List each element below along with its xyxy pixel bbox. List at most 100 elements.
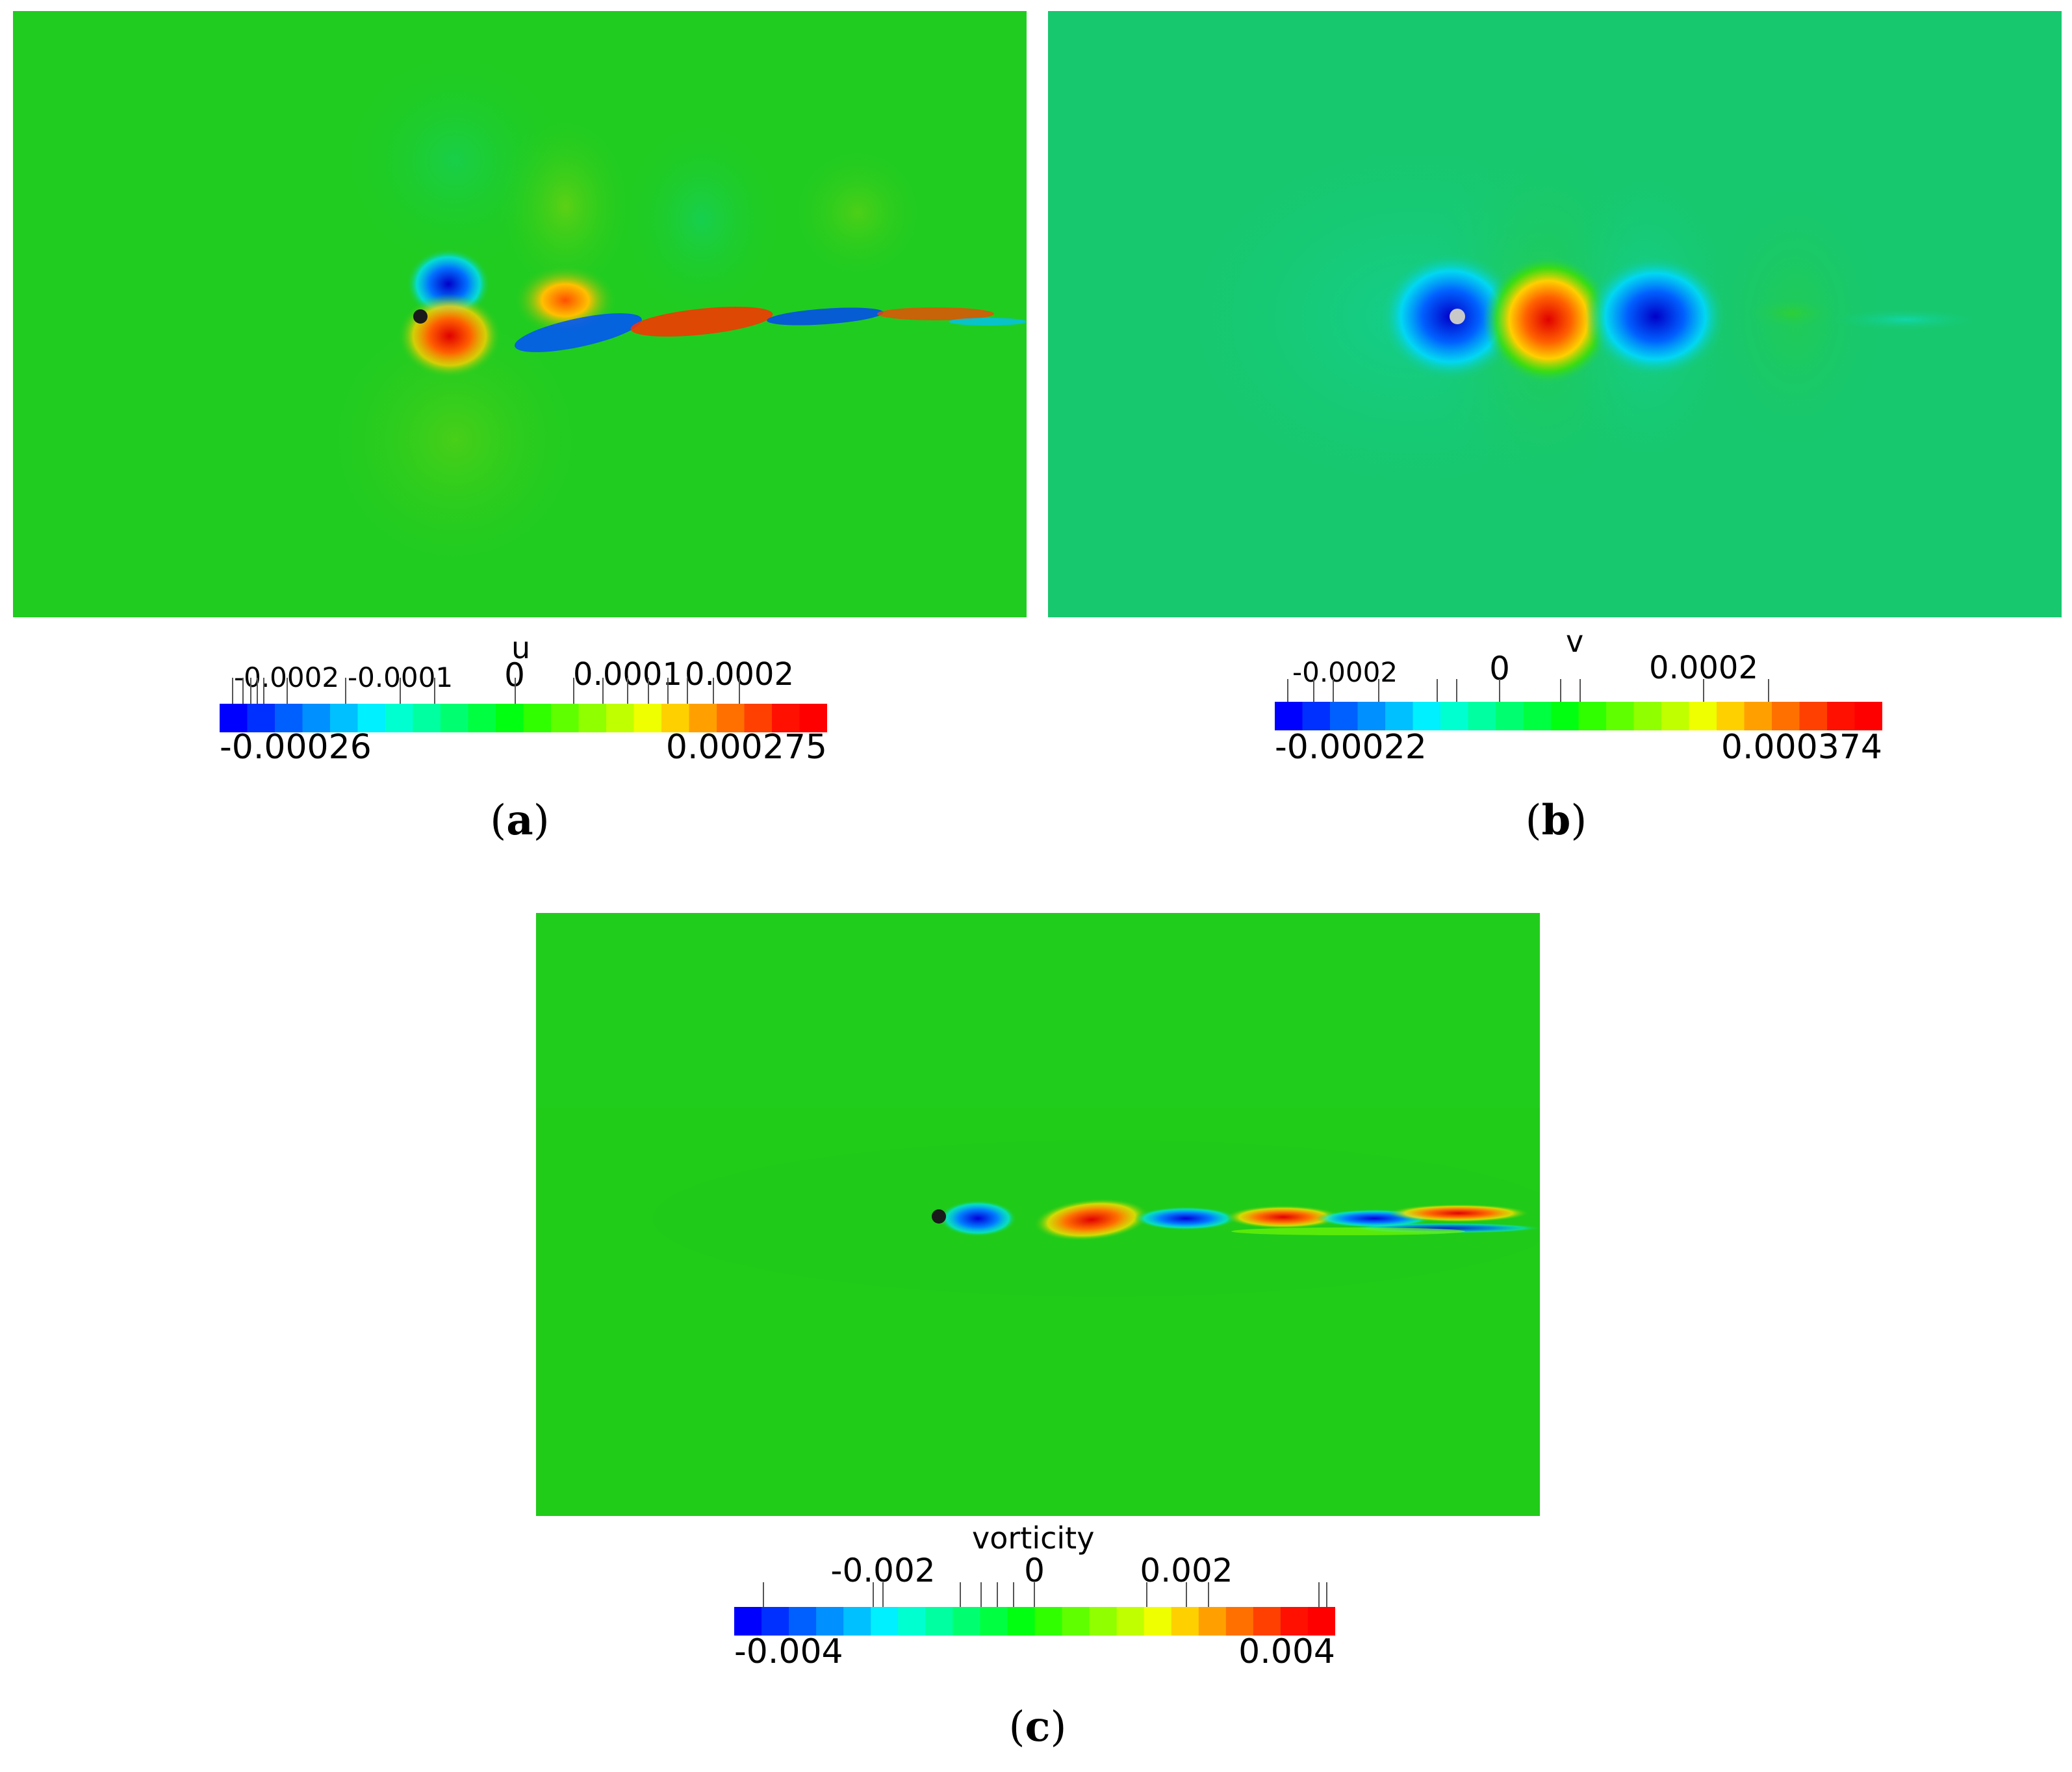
cylinder-body-marker <box>932 1209 946 1224</box>
colorbar-tick-label: -0.0002 <box>1292 656 1398 688</box>
colorbar-swatch <box>1307 1607 1335 1636</box>
colorbar-swatch <box>1116 1607 1145 1636</box>
colorbar-swatch <box>816 1607 844 1636</box>
colorbar-swatch <box>220 704 248 732</box>
colorbar-ramp <box>220 678 827 732</box>
colorbar-swatch <box>1799 702 1828 730</box>
colorbar-swatch <box>357 704 386 732</box>
colorbar-swatch <box>744 704 773 732</box>
colorbar-title: v <box>1566 624 1584 659</box>
colorbar-tickmarks <box>763 1582 1327 1607</box>
colorbar-swatch <box>661 704 690 732</box>
colorbar-swatch <box>1578 702 1607 730</box>
colorbar-swatch <box>578 704 607 732</box>
colorbar-swatch <box>953 1607 981 1636</box>
panel-letter: a <box>506 796 533 845</box>
colorbar-vorticity: vorticity -0.002 0 0.002 -0.004 0.004 <box>734 1521 1335 1671</box>
colorbar-swatch <box>1633 702 1662 730</box>
colorbar-swatch <box>275 704 303 732</box>
colorbar-swatch <box>1198 1607 1227 1636</box>
colorbar-swatch <box>772 704 800 732</box>
colorbar-swatch <box>1302 702 1331 730</box>
colorbar-swatch <box>1689 702 1717 730</box>
colorbar-v: v -0.0002 0 0.0002 -0.00022 0.000374 <box>1275 624 1882 767</box>
colorbar-swatch <box>633 704 662 732</box>
colorbar-swatch <box>1523 702 1552 730</box>
colorbar-u: u -0.0002 -0.0001 0 0.0001 0.0002 -0.000… <box>220 630 827 767</box>
colorbar-swatch <box>871 1607 899 1636</box>
colorbar-min-label: -0.00026 <box>220 728 372 767</box>
colorbar-ramp <box>1275 679 1882 730</box>
cylinder-body-marker <box>413 309 428 324</box>
colorbar-swatch <box>1171 1607 1199 1636</box>
panel-caption: (c) <box>1008 1702 1067 1751</box>
colorbar-swatch <box>1606 702 1635 730</box>
colorbar-swatch <box>1496 702 1524 730</box>
colorbar-swatch <box>551 704 580 732</box>
colorbar-title: vorticity <box>972 1521 1095 1556</box>
colorbar-swatch <box>1280 1607 1309 1636</box>
colorbar-swatch <box>1089 1607 1118 1636</box>
colorbar-swatch <box>898 1607 926 1636</box>
contour-plot-vorticity <box>536 913 1540 1516</box>
panel-caption: (a) <box>490 796 550 845</box>
colorbar-swatch <box>1440 702 1469 730</box>
contour-plot-v <box>1048 11 2062 617</box>
colorbar-swatch <box>1551 702 1580 730</box>
colorbar-swatch <box>799 704 827 732</box>
colorbar-swatch <box>925 1607 953 1636</box>
contour-plot-u <box>13 11 1027 617</box>
colorbar-min-label: -0.00022 <box>1275 728 1427 767</box>
colorbar-swatch <box>843 1607 871 1636</box>
colorbar-swatch <box>330 704 359 732</box>
colorbar-title: u <box>511 630 531 665</box>
colorbar-swatch <box>523 704 552 732</box>
colorbar-swatch <box>761 1607 789 1636</box>
colorbar-max-label: 0.004 <box>1238 1632 1335 1671</box>
colorbar-max-label: 0.000374 <box>1720 728 1882 767</box>
panel-caption: (b) <box>1525 796 1587 845</box>
colorbar-ramp <box>734 1582 1335 1636</box>
colorbar-swatch <box>606 704 635 732</box>
colorbar-swatch <box>1468 702 1496 730</box>
colorbar-swatch <box>1772 702 1800 730</box>
colorbar-swatch <box>1330 702 1359 730</box>
colorbar-swatch <box>1225 1607 1254 1636</box>
colorbar-swatch <box>468 704 496 732</box>
colorbar-swatch <box>717 704 745 732</box>
colorbar-swatch <box>1144 1607 1172 1636</box>
colorbar-swatch <box>1854 702 1882 730</box>
cylinder-body-marker <box>1450 309 1465 324</box>
colorbar-swatch <box>247 704 275 732</box>
colorbar-swatch <box>385 704 414 732</box>
colorbar-swatch <box>734 1607 762 1636</box>
colorbar-swatches <box>220 704 827 732</box>
colorbar-swatch <box>441 704 469 732</box>
colorbar-swatch <box>1717 702 1745 730</box>
colorbar-swatch <box>1385 702 1414 730</box>
colorbar-swatch <box>413 704 441 732</box>
colorbar-swatch <box>1253 1607 1281 1636</box>
colorbar-swatch <box>496 704 524 732</box>
colorbar-swatch <box>1357 702 1386 730</box>
colorbar-swatch <box>1413 702 1441 730</box>
colorbar-tickmarks <box>1287 679 1769 702</box>
colorbar-min-label: -0.004 <box>734 1632 843 1671</box>
colorbar-swatches <box>1275 702 1882 730</box>
colorbar-swatch <box>980 1607 1008 1636</box>
colorbar-swatch <box>1744 702 1772 730</box>
colorbar-swatches <box>734 1607 1335 1636</box>
colorbar-swatch <box>1275 702 1303 730</box>
colorbar-swatch <box>1034 1607 1063 1636</box>
colorbar-tickmarks <box>232 678 740 704</box>
colorbar-swatch <box>302 704 331 732</box>
colorbar-swatch <box>689 704 717 732</box>
panel-letter: b <box>1541 796 1571 845</box>
panel-letter: c <box>1025 1702 1051 1751</box>
colorbar-swatch <box>1007 1607 1036 1636</box>
colorbar-max-label: 0.000275 <box>665 728 827 767</box>
colorbar-swatch <box>789 1607 817 1636</box>
colorbar-swatch <box>1062 1607 1090 1636</box>
colorbar-swatch <box>1827 702 1856 730</box>
colorbar-swatch <box>1661 702 1690 730</box>
